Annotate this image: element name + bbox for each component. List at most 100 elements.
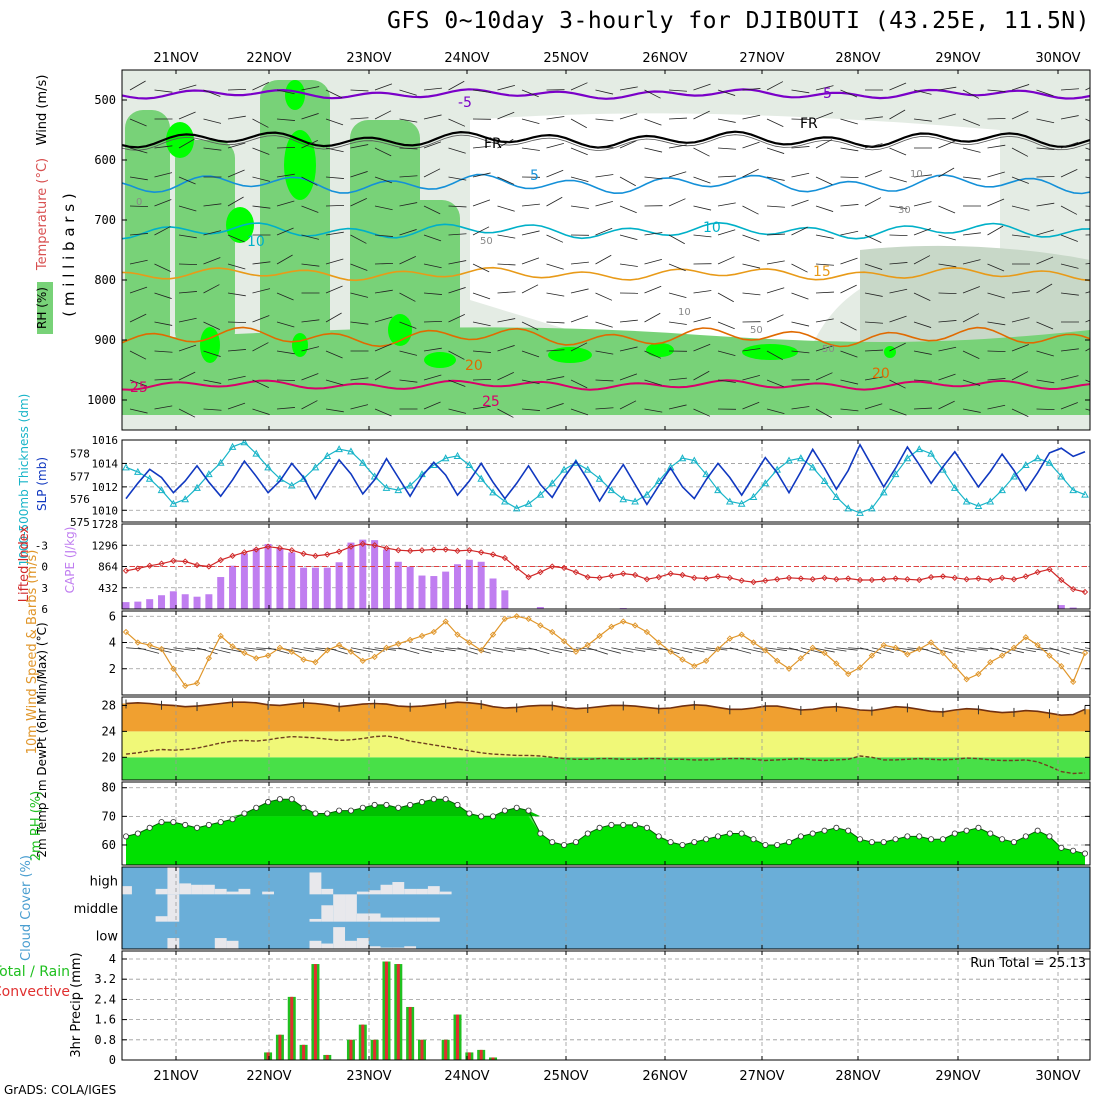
- wind-barb: [570, 379, 588, 389]
- wind-point: [513, 613, 520, 620]
- wind-barb: [374, 234, 393, 237]
- wind-barb: [1060, 115, 1079, 120]
- wind-point: [963, 676, 970, 683]
- wind-barb: [717, 118, 736, 123]
- wind-barb: [1060, 348, 1079, 352]
- wind-barb: [1085, 379, 1090, 383]
- slp-tick-label: 1016: [92, 434, 119, 447]
- date-label-top: 24NOV: [444, 51, 489, 66]
- wind-barb: [374, 343, 392, 352]
- li-point: [253, 546, 260, 553]
- wind-point: [478, 647, 485, 654]
- wind-point: [809, 644, 816, 651]
- wind-barb: [570, 147, 588, 156]
- wind-barb: [938, 113, 956, 120]
- wind-barb: [644, 89, 661, 99]
- isotherm--5: [122, 88, 1090, 100]
- precip-convective-bar: [361, 1024, 365, 1060]
- wind-point: [620, 618, 627, 625]
- wind-barb: [889, 342, 906, 352]
- wind-barb: [276, 321, 295, 328]
- wind-point: [608, 623, 615, 630]
- li-point: [442, 546, 449, 553]
- li-point: [466, 547, 473, 554]
- wind-barb: [938, 292, 957, 295]
- li-point: [1022, 573, 1029, 580]
- li-point: [264, 543, 272, 550]
- ylabel-temp2m: 2m Temp 2m DewPt (6hr Min/Max) (°C): [35, 622, 49, 857]
- wind-barb: [1011, 317, 1030, 323]
- wind-barb: [227, 169, 245, 178]
- thickness-tick-label: 578: [70, 448, 90, 461]
- wind-barb: [178, 371, 196, 381]
- thickness-point: [903, 454, 912, 462]
- wind-barb: [1011, 371, 1029, 381]
- wind-barb: [497, 345, 515, 352]
- li-point: [454, 547, 461, 555]
- rh-point: [975, 824, 982, 831]
- wind-barb: [595, 118, 614, 122]
- wind-barb: [864, 349, 883, 352]
- cloud-bar: [427, 917, 440, 922]
- date-label-top: 23NOV: [346, 51, 391, 66]
- wind-barb: [325, 379, 344, 386]
- wind-barb: [864, 292, 883, 297]
- li-point: [939, 573, 947, 580]
- wind-barb: [521, 230, 540, 236]
- thickness-point: [477, 474, 486, 482]
- thickness-line: [125, 441, 1086, 514]
- wind-barb: [1085, 118, 1090, 122]
- wind-barb: [350, 117, 369, 120]
- thickness-point: [1069, 486, 1078, 494]
- wind-point: [229, 643, 236, 650]
- wind-tick-label: 2: [109, 662, 116, 676]
- rh-point: [655, 833, 662, 840]
- wind-barb: [129, 205, 149, 208]
- wind-point: [892, 644, 899, 651]
- wind-barb: [668, 292, 687, 299]
- wind-barb: [203, 203, 222, 207]
- rh-point: [146, 824, 153, 831]
- wind-barb: [864, 376, 883, 381]
- wind-barb: [619, 113, 638, 120]
- rh-point: [442, 796, 449, 803]
- wind-barb: [962, 118, 980, 126]
- rh-point: [750, 836, 757, 843]
- precip-convective-bar: [313, 964, 317, 1060]
- wind-point: [643, 628, 651, 636]
- wind-barb: [220, 647, 243, 653]
- thickness-point: [512, 504, 521, 512]
- wind-barb: [472, 145, 491, 149]
- wind-point: [975, 670, 982, 678]
- precip-convective-bar: [302, 1044, 306, 1060]
- wind-barb: [889, 109, 906, 120]
- wind-barb: [421, 647, 445, 653]
- cloud-cover: [122, 867, 1090, 949]
- cloud-bar: [368, 890, 381, 895]
- rh-area: [123, 796, 1089, 865]
- li-point: [738, 577, 745, 584]
- wind-barb: [546, 234, 564, 243]
- wind-barb: [987, 198, 1005, 207]
- wind-barb: [154, 321, 173, 326]
- rh-point: [312, 810, 319, 817]
- wind-barb: [301, 140, 318, 149]
- wind-barb: [824, 647, 847, 652]
- wind-point: [146, 641, 153, 649]
- rh-point: [182, 821, 189, 828]
- wind-barb: [227, 321, 247, 324]
- wind-barb: [374, 147, 392, 157]
- thickness-point: [122, 463, 130, 471]
- cloud-bar: [345, 940, 357, 949]
- wind-barb: [570, 315, 589, 323]
- wind-barb: [913, 407, 932, 410]
- thickness-point: [595, 474, 604, 482]
- rh-legend-swatch: [37, 282, 53, 334]
- wind-barb: [962, 286, 980, 294]
- wind-barb: [1060, 142, 1079, 149]
- panel-frame-upper: [121, 69, 1091, 431]
- wind-barb: [540, 647, 563, 654]
- wind-point: [927, 639, 935, 646]
- rh-point: [300, 804, 307, 811]
- wind-barb: [987, 292, 1005, 299]
